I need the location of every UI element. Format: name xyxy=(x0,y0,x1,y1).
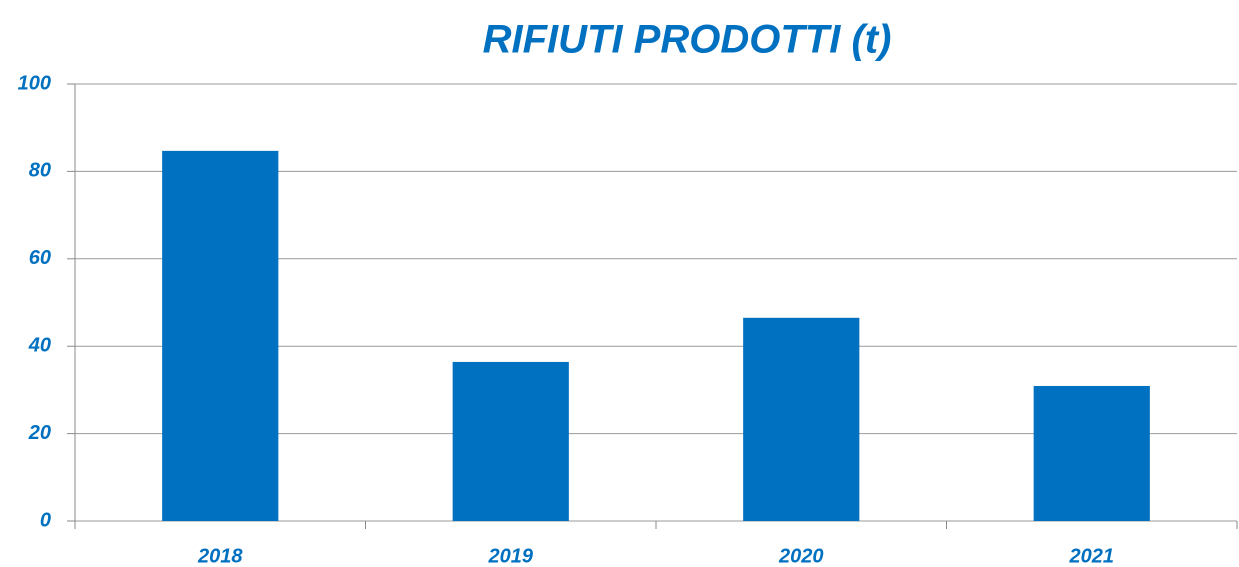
y-tick-label: 0 xyxy=(40,509,51,531)
bar xyxy=(452,361,569,521)
x-tick-label: 2018 xyxy=(197,545,243,567)
bar xyxy=(162,150,279,521)
y-tick-label: 40 xyxy=(28,334,51,356)
x-tick-label: 2021 xyxy=(1069,545,1115,567)
chart-title: RIFIUTI PRODOTTI (t) xyxy=(483,18,892,62)
x-tick-label: 2020 xyxy=(778,545,824,567)
y-tick-label: 20 xyxy=(28,422,51,444)
y-tick-label: 80 xyxy=(29,160,51,182)
y-tick-label: 100 xyxy=(18,72,51,94)
x-tick-label: 2019 xyxy=(488,545,534,567)
bar xyxy=(743,317,860,521)
bar xyxy=(1033,385,1150,521)
y-tick-label: 60 xyxy=(29,247,51,269)
